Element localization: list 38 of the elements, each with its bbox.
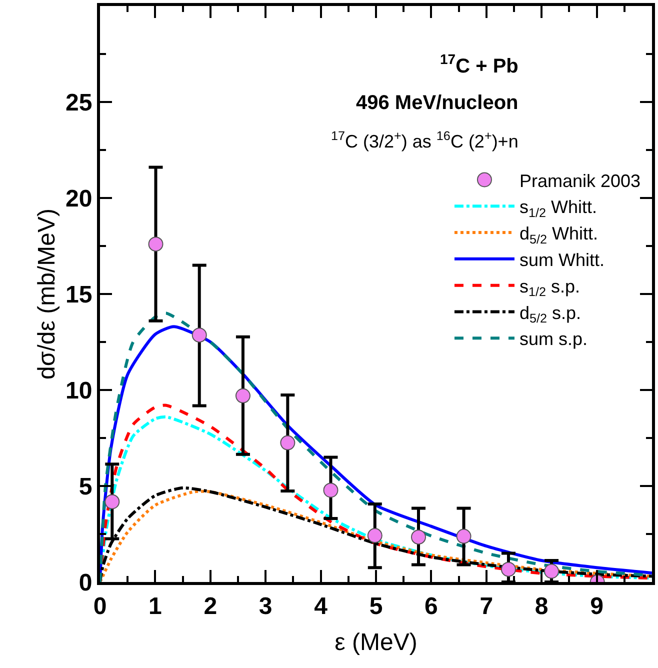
y-tick-label: 0 <box>78 569 92 596</box>
point <box>192 328 207 343</box>
y-tick-label: 5 <box>78 473 92 500</box>
point <box>456 528 472 544</box>
legend-label: d$_{5/2}$ s.p. <box>519 302 582 326</box>
point <box>235 388 250 404</box>
x-tick-label: 7 <box>480 592 494 620</box>
point <box>104 494 120 510</box>
point <box>367 528 382 544</box>
x-tick-label: 6 <box>424 592 438 620</box>
x-tick-label: 2 <box>204 592 218 620</box>
annotation: 496 MeV/nucleon <box>356 92 518 114</box>
y-tick-label: 25 <box>65 89 92 116</box>
x-tick-label: 5 <box>369 592 383 620</box>
y-tick-label: 15 <box>65 281 92 308</box>
x-tick-label: 8 <box>534 592 548 620</box>
x-tick-label: 9 <box>590 592 604 620</box>
point <box>280 435 296 450</box>
annotation: $^{17}$C + Pb <box>440 51 518 78</box>
point <box>411 530 426 545</box>
point <box>148 236 164 252</box>
x-tick-label: 1 <box>148 592 162 620</box>
legend-label: d$_{5/2}$ Whitt. <box>519 224 598 246</box>
legend-label: sum Whitt. <box>519 250 604 270</box>
y-tick-label: 20 <box>65 185 92 212</box>
y-axis-title: dσ/dε (mb/MeV) <box>34 208 61 380</box>
x-axis-title: ε (MeV) <box>334 629 418 656</box>
x-tick-label: 4 <box>314 592 328 620</box>
annotation: $^{17}$C (3/2$^{+}$) as $^{16}$C (2$^{+}$)+n <box>331 129 518 152</box>
point <box>323 482 338 498</box>
point <box>544 564 560 579</box>
legend-label: sum s.p. <box>519 329 588 350</box>
point <box>500 562 516 577</box>
legend-label: s$_{1/2}$ Whitt. <box>519 197 598 220</box>
x-tick-label: 3 <box>258 592 272 620</box>
legend-label: s$_{1/2}$ s.p. <box>519 276 580 300</box>
legend-label: Pramanik 2003 <box>519 170 641 191</box>
y-tick-label: 10 <box>65 377 92 404</box>
